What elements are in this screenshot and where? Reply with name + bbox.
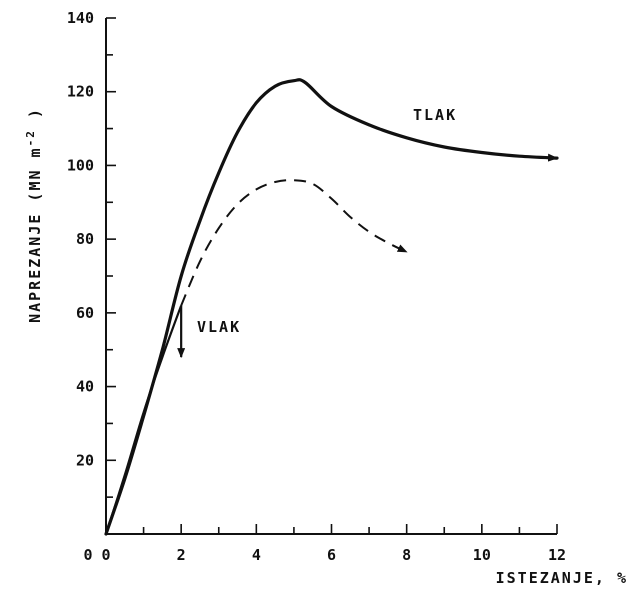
- series-line-dashed: [180, 179, 408, 306]
- y-axis-title-main: NAPREZANJE (MN m: [26, 146, 44, 323]
- y-tick-label: 140: [67, 9, 94, 27]
- y-axis-title-superscript: -2: [24, 129, 37, 146]
- x-tick-label: 8: [402, 546, 411, 564]
- x-tick-label: 12: [548, 546, 566, 564]
- y-axis-title-suffix: ): [26, 107, 44, 129]
- axes: [105, 18, 557, 535]
- series-label-vlak: VLAK: [197, 318, 241, 336]
- x-tick-label: 0: [101, 546, 110, 564]
- origin-label: 0: [83, 546, 92, 564]
- series-label-tlak: TLAK: [413, 106, 457, 124]
- x-tick-label: 10: [473, 546, 491, 564]
- y-tick-label: 80: [76, 230, 94, 248]
- y-tick-label: 40: [76, 378, 94, 396]
- labels: ISTEZANJE, % NAPREZANJE (MN m-2 ) TLAK V…: [24, 106, 628, 587]
- y-tick-label: 20: [76, 451, 94, 469]
- y-tick-label: 120: [67, 83, 94, 101]
- x-tick-label: 2: [177, 546, 186, 564]
- x-tick-label: 6: [327, 546, 336, 564]
- series-line-vlak: [104, 305, 183, 535]
- ticks: 0 2 4 6 8 10 12 20 40 60 80 100 120 140 0: [67, 9, 566, 564]
- series-line-tlak: [104, 78, 559, 536]
- x-tick-label: 4: [252, 546, 261, 564]
- series-group: [104, 78, 559, 536]
- y-tick-label: 60: [76, 304, 94, 322]
- x-axis-title: ISTEZANJE, %: [496, 569, 628, 587]
- y-tick-label: 100: [67, 156, 94, 174]
- y-axis-title: NAPREZANJE (MN m-2 ): [24, 107, 44, 323]
